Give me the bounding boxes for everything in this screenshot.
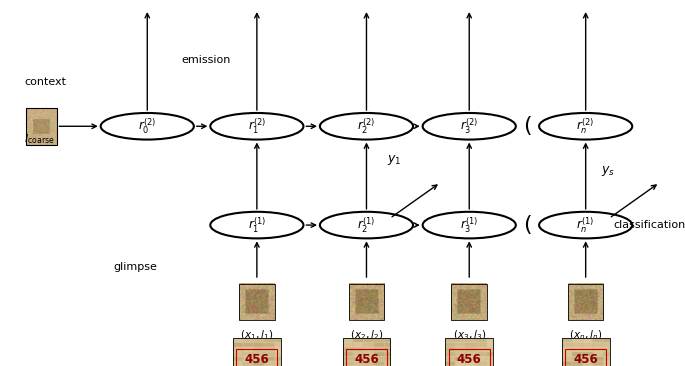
Bar [565, 348, 606, 366]
Text: $r_2^{(2)}$: $r_2^{(2)}$ [357, 116, 376, 136]
Text: $y_s$: $y_s$ [601, 164, 616, 178]
Text: $(x_1, l_1)$: $(x_1, l_1)$ [240, 328, 273, 342]
Bar [349, 284, 384, 320]
Bar [445, 338, 493, 366]
Text: $r_1^{(1)}$: $r_1^{(1)}$ [247, 215, 266, 235]
Text: (: ( [523, 116, 532, 136]
Text: $\hat{l}_{n+1}$: $\hat{l}_{n+1}$ [572, 0, 599, 2]
Bar [236, 348, 277, 366]
Text: $r_n^{(2)}$: $r_n^{(2)}$ [576, 116, 595, 136]
Text: glimpse: glimpse [113, 262, 157, 272]
Ellipse shape [539, 113, 632, 139]
Text: $r_3^{(1)}$: $r_3^{(1)}$ [460, 215, 479, 235]
Text: $(x_3, l_3)$: $(x_3, l_3)$ [453, 328, 486, 342]
Text: 456: 456 [573, 353, 598, 366]
Ellipse shape [210, 212, 303, 238]
Text: $r_2^{(1)}$: $r_2^{(1)}$ [357, 215, 376, 235]
Bar [239, 284, 275, 320]
Bar [233, 338, 281, 366]
Text: $y_1$: $y_1$ [387, 153, 401, 167]
Bar [342, 338, 390, 366]
Text: $\hat{l}_2$: $\hat{l}_2$ [251, 0, 262, 2]
Ellipse shape [320, 212, 413, 238]
Ellipse shape [423, 212, 516, 238]
Text: $(x_n, l_n)$: $(x_n, l_n)$ [569, 328, 602, 342]
Bar [451, 284, 487, 320]
Ellipse shape [320, 113, 413, 139]
Text: 456: 456 [457, 353, 482, 366]
Ellipse shape [539, 212, 632, 238]
Text: emission: emission [182, 55, 231, 66]
Bar [568, 284, 603, 320]
Ellipse shape [210, 113, 303, 139]
Text: context: context [24, 77, 66, 87]
Bar [449, 348, 490, 366]
Text: (: ( [523, 215, 532, 235]
Text: $r_1^{(2)}$: $r_1^{(2)}$ [247, 116, 266, 136]
Text: $I_{\mathrm{coarse}}$: $I_{\mathrm{coarse}}$ [24, 132, 55, 146]
Text: 456: 456 [354, 353, 379, 366]
Bar [562, 338, 610, 366]
Bar [26, 108, 56, 145]
Text: $r_n^{(1)}$: $r_n^{(1)}$ [576, 215, 595, 235]
Text: $(x_2, l_2)$: $(x_2, l_2)$ [350, 328, 383, 342]
Text: $r_0^{(2)}$: $r_0^{(2)}$ [138, 116, 157, 136]
Text: $\hat{l}_1$: $\hat{l}_1$ [142, 0, 153, 2]
Ellipse shape [101, 113, 194, 139]
Text: classification: classification [613, 220, 685, 230]
Ellipse shape [423, 113, 516, 139]
Text: $\hat{l}_3$: $\hat{l}_3$ [361, 0, 372, 2]
Text: $\hat{l}_4$: $\hat{l}_4$ [464, 0, 475, 2]
Text: 456: 456 [245, 353, 269, 366]
Text: $r_3^{(2)}$: $r_3^{(2)}$ [460, 116, 479, 136]
Bar [346, 348, 387, 366]
